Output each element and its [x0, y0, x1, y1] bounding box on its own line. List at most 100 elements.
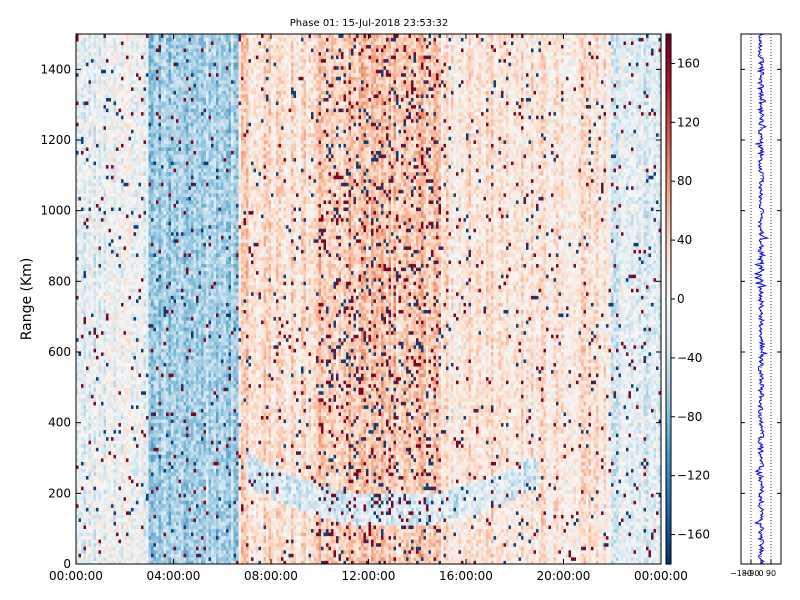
heatmap-cell: [78, 426, 82, 431]
heatmap-cell: [93, 118, 97, 123]
heatmap-cell: [96, 246, 99, 250]
heatmap-cell: [153, 507, 157, 512]
heatmap-cell: [81, 118, 84, 123]
heatmap-cell: [111, 62, 114, 67]
heatmap-cell: [113, 380, 117, 385]
heatmap-cell: [111, 542, 114, 547]
heatmap-cell: [131, 256, 134, 261]
heatmap-cell: [136, 401, 139, 406]
heatmap-cell: [143, 397, 147, 402]
heatmap-cell: [121, 556, 124, 561]
heatmap-cell: [121, 161, 124, 166]
heatmap-cell: [88, 34, 92, 38]
heatmap-cell: [96, 122, 99, 127]
heatmap-cell: [88, 189, 92, 194]
heatmap-cell: [93, 129, 97, 134]
heatmap-cell: [151, 366, 154, 371]
heatmap-cell: [133, 246, 137, 250]
heatmap-cell: [131, 182, 134, 187]
heatmap-cell: [86, 214, 89, 219]
heatmap-cell: [138, 482, 142, 487]
heatmap-cell: [78, 253, 82, 257]
heatmap-cell: [146, 433, 149, 438]
heatmap-cell: [156, 277, 159, 282]
heatmap-cell: [88, 500, 92, 505]
heatmap-cell: [106, 440, 109, 445]
heatmap-cell: [111, 97, 114, 102]
heatmap-cell: [128, 401, 132, 406]
heatmap-cell: [106, 348, 109, 353]
heatmap-cell: [86, 72, 89, 77]
heatmap-cell: [91, 549, 94, 554]
heatmap-cell: [141, 125, 144, 130]
heatmap-cell: [138, 341, 142, 346]
heatmap-cell: [98, 260, 102, 265]
heatmap-cell: [121, 256, 124, 261]
heatmap-cell: [101, 306, 104, 310]
heatmap-cell: [78, 238, 82, 243]
heatmap-cell: [103, 125, 107, 130]
heatmap-cell: [153, 143, 157, 148]
heatmap-cell: [141, 330, 144, 335]
heatmap-cell: [98, 390, 102, 395]
heatmap-cell: [156, 323, 159, 328]
heatmap-cell: [151, 387, 154, 392]
heatmap-cell: [83, 542, 87, 547]
heatmap-cell: [91, 178, 94, 183]
heatmap-cell: [93, 539, 97, 544]
heatmap-cell: [121, 525, 124, 530]
heatmap-cell: [113, 150, 117, 155]
heatmap-cell: [88, 415, 92, 420]
heatmap-cell: [138, 458, 142, 462]
heatmap-cell: [91, 69, 94, 74]
heatmap-cell: [146, 253, 149, 257]
heatmap-cell: [121, 72, 124, 77]
heatmap-cell: [118, 390, 122, 395]
heatmap-cell: [123, 122, 127, 127]
heatmap-cell: [83, 518, 87, 522]
heatmap-cell: [106, 284, 109, 289]
heatmap-cell: [131, 175, 134, 180]
heatmap-cell: [98, 136, 102, 141]
heatmap-cell: [146, 352, 149, 356]
heatmap-cell: [78, 125, 82, 130]
heatmap-cell: [138, 83, 142, 88]
heatmap-cell: [131, 542, 134, 547]
heatmap-cell: [138, 299, 142, 303]
heatmap-cell: [81, 228, 84, 233]
heatmap-cell: [116, 90, 119, 95]
heatmap-cell: [116, 150, 119, 155]
heatmap-cell: [123, 546, 127, 551]
heatmap-cell: [148, 37, 152, 42]
heatmap-cell: [96, 90, 99, 95]
heatmap-cell: [151, 83, 154, 88]
heatmap-cell: [81, 355, 84, 360]
heatmap-cell: [111, 525, 114, 530]
heatmap-cell: [86, 419, 89, 424]
heatmap-cell: [93, 440, 97, 445]
heatmap-cell: [81, 465, 84, 469]
heatmap-cell: [126, 503, 129, 508]
heatmap-cell: [113, 422, 117, 427]
heatmap-cell: [111, 51, 114, 56]
heatmap-cell: [151, 337, 154, 342]
heatmap-cell: [156, 228, 159, 233]
heatmap-cell: [143, 549, 147, 554]
heatmap-cell: [118, 556, 122, 561]
heatmap-cell: [91, 256, 94, 261]
heatmap-cell: [116, 337, 119, 342]
heatmap-cell: [101, 129, 104, 134]
heatmap-cell: [81, 486, 84, 491]
heatmap-cell: [108, 253, 112, 257]
heatmap-cell: [116, 461, 119, 466]
heatmap-cell: [103, 147, 107, 151]
heatmap-cell: [88, 175, 92, 180]
heatmap-cell: [131, 90, 134, 95]
heatmap-cell: [108, 380, 112, 385]
heatmap-cell: [136, 154, 139, 159]
heatmap-cell: [126, 408, 129, 413]
heatmap-cell: [111, 242, 114, 247]
heatmap-cell: [111, 362, 114, 367]
heatmap-cell: [151, 168, 154, 173]
heatmap-cell: [143, 83, 147, 88]
